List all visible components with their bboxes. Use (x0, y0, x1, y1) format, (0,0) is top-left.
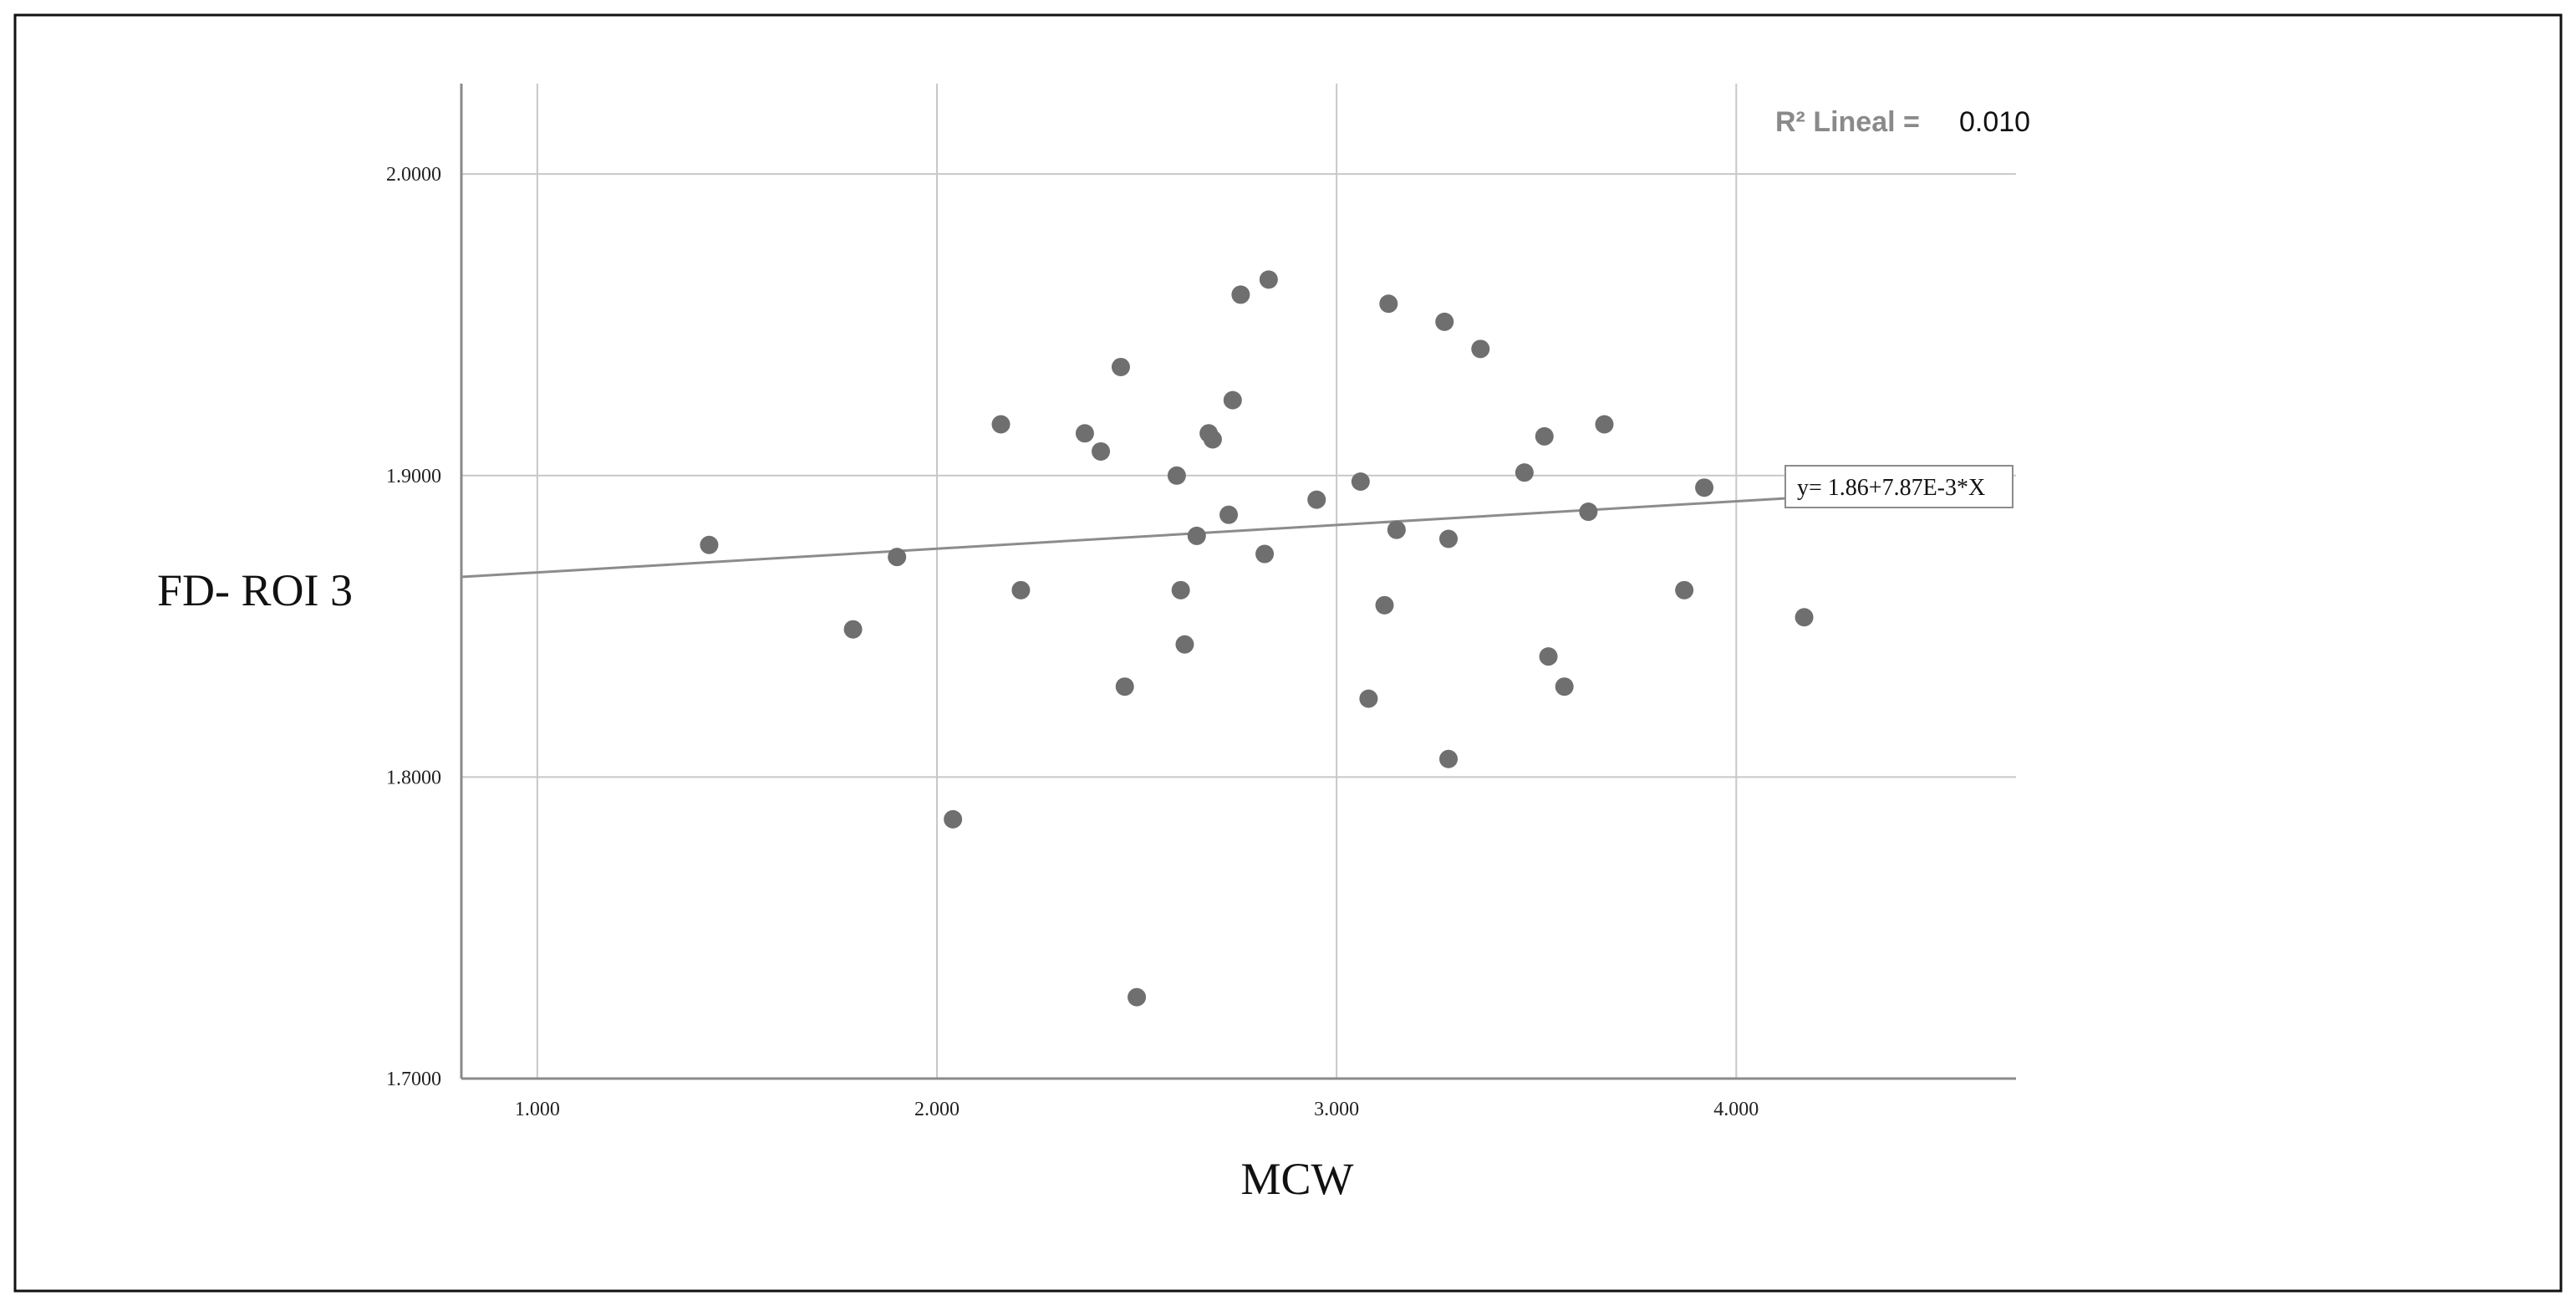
data-point-40 (1795, 608, 1814, 627)
data-point-6 (1075, 424, 1094, 443)
data-point-31 (1471, 339, 1490, 359)
data-point-3 (944, 809, 963, 829)
x-tick-label-3: 4.000 (1713, 1099, 1759, 1120)
data-point-14 (1187, 526, 1206, 545)
data-points (700, 270, 1814, 1007)
gridlines (461, 84, 2016, 1079)
y-tick-label-3: 2.0000 (386, 164, 441, 186)
x-axis-title: MCW (1241, 1154, 1354, 1204)
equation-box: y= 1.86+7.87E-3*X (1784, 465, 2013, 508)
tick-labels: 1.000 2.000 3.000 4.000 1.7000 1.8000 1.9000 2.… (386, 164, 1759, 1120)
data-point-27 (1387, 520, 1406, 539)
data-point-29 (1439, 749, 1459, 768)
fit-line (461, 494, 1833, 579)
axes (460, 84, 2016, 1080)
data-point-5 (1011, 580, 1031, 599)
data-point-11 (1167, 466, 1186, 485)
data-point-30 (1439, 529, 1459, 548)
data-point-22 (1307, 490, 1326, 509)
y-tick-label-1: 1.8000 (386, 767, 441, 788)
data-point-7 (1092, 441, 1111, 461)
r2-annotation: R² Lineal = 0.010 (1775, 106, 2030, 138)
data-point-26 (1379, 294, 1398, 314)
x-tick-label-0: 1.000 (515, 1099, 560, 1120)
data-point-23 (1351, 472, 1370, 491)
data-point-12 (1171, 580, 1190, 599)
data-point-21 (1259, 270, 1278, 289)
data-point-39 (1695, 478, 1714, 497)
equation-label: y= 1.86+7.87E-3*X (1797, 475, 1985, 501)
y-tick-label-2: 1.9000 (386, 466, 441, 487)
data-point-28 (1435, 312, 1454, 331)
data-point-36 (1579, 503, 1598, 522)
data-point-24 (1359, 689, 1378, 708)
data-point-10 (1128, 987, 1147, 1007)
data-point-2 (888, 548, 907, 567)
data-point-32 (1515, 463, 1534, 482)
data-point-19 (1231, 285, 1250, 304)
data-point-25 (1375, 595, 1394, 615)
r2-value: 0.010 (1959, 106, 2030, 138)
r2-label: R² Lineal = (1775, 106, 1920, 138)
data-point-34 (1539, 647, 1558, 666)
data-point-0 (700, 535, 719, 554)
figure-frame (13, 13, 2563, 1293)
x-tick-label-1: 2.000 (914, 1099, 960, 1120)
y-tick-label-0: 1.7000 (386, 1069, 441, 1090)
data-point-9 (1115, 677, 1134, 696)
data-point-13 (1175, 635, 1194, 654)
x-tick-label-2: 3.000 (1314, 1099, 1359, 1120)
data-point-35 (1555, 677, 1574, 696)
data-point-20 (1255, 544, 1275, 564)
data-point-38 (1675, 580, 1694, 599)
data-point-18 (1223, 390, 1242, 410)
data-point-37 (1595, 415, 1614, 434)
equation-box-frame (1784, 465, 2013, 508)
data-point-17 (1219, 505, 1239, 524)
data-point-4 (991, 415, 1011, 434)
data-point-1 (843, 620, 863, 639)
data-point-8 (1111, 357, 1130, 376)
data-point-33 (1535, 426, 1554, 446)
y-axis-title: FD- ROI 3 (157, 565, 353, 615)
fit-line-group (461, 494, 1833, 579)
data-point-16 (1203, 430, 1222, 449)
